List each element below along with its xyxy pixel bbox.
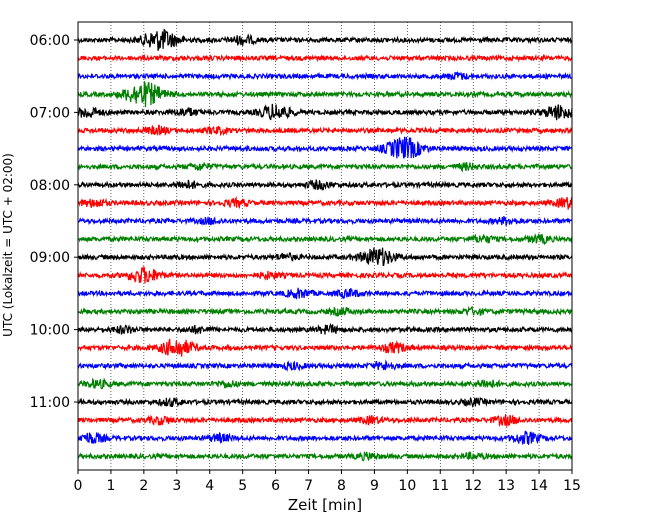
- x-tick-label: 1: [106, 478, 115, 494]
- trace-0900: [77, 247, 573, 267]
- x-tick-label: 3: [172, 478, 181, 494]
- trace-1045: [77, 377, 573, 390]
- trace-0645: [77, 81, 573, 108]
- trace-0800: [77, 179, 573, 192]
- y-tick-label: 06:00: [30, 33, 70, 49]
- trace-0615: [77, 53, 573, 63]
- x-tick-label: 10: [398, 478, 416, 494]
- trace-0745: [77, 162, 573, 173]
- y-tick-label: 08:00: [30, 178, 70, 194]
- trace-1145: [77, 451, 573, 462]
- x-tick-label: 13: [497, 478, 515, 494]
- seismic-traces: [77, 28, 573, 462]
- x-tick-label: 2: [139, 478, 148, 494]
- trace-0930: [77, 287, 573, 300]
- y-tick-label: 10:00: [30, 323, 70, 339]
- x-tick-label: 5: [238, 478, 247, 494]
- trace-0600: [77, 28, 573, 51]
- x-tick-label: 11: [431, 478, 449, 494]
- y-axis-label: UTC (Lokalzeit = UTC + 02:00): [1, 153, 15, 337]
- y-tick-label: 07:00: [30, 105, 70, 121]
- x-tick-label: 7: [304, 478, 313, 494]
- trace-0815: [77, 196, 573, 210]
- trace-0915: [77, 264, 573, 284]
- trace-0845: [77, 233, 573, 246]
- x-axis-label: Zeit [min]: [288, 496, 362, 514]
- trace-1015: [77, 338, 573, 357]
- trace-0730: [77, 136, 573, 159]
- x-axis-ticks: 0 1 2 3 4 5 6 7 8 9 10 11 12 13 14 15: [74, 470, 581, 494]
- trace-0945: [77, 305, 573, 318]
- x-tick-label: 12: [464, 478, 482, 494]
- x-tick-label: 15: [563, 478, 581, 494]
- trace-0830: [77, 216, 573, 226]
- trace-1030: [77, 359, 573, 373]
- trace-1130: [77, 430, 573, 445]
- trace-0630: [77, 71, 573, 81]
- x-tick-label: 8: [337, 478, 346, 494]
- y-tick-label: 09:00: [30, 250, 70, 266]
- x-tick-label: 4: [205, 478, 214, 494]
- y-axis-ticks: 06:00 07:00 08:00 09:00 10:00 11:00: [30, 33, 78, 411]
- trace-0700: [77, 103, 573, 121]
- y-tick-label: 11:00: [30, 395, 70, 411]
- trace-1000: [77, 322, 573, 335]
- x-tick-label: 0: [74, 478, 83, 494]
- trace-1100: [77, 396, 573, 408]
- x-tick-label: 6: [271, 478, 280, 494]
- trace-1115: [77, 414, 573, 428]
- x-tick-label: 9: [370, 478, 379, 494]
- plot-frame: [77, 21, 573, 471]
- trace-0715: [77, 124, 573, 137]
- x-tick-label: 14: [530, 478, 548, 494]
